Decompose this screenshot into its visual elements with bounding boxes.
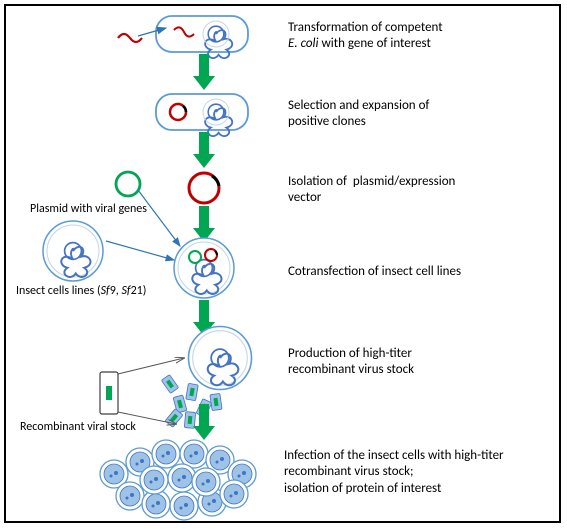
step5-label: Production of high-titer recombinant vir… (288, 346, 538, 379)
callout-insect-cell-lines: Insect cells lines (Sf9, Sf21) (16, 284, 146, 299)
callout-plasmid-viral-genes: Plasmid with viral genes (30, 202, 147, 217)
diagram-frame: Transformation of competentE. coli with … (4, 4, 561, 523)
arrow-3 (193, 206, 215, 242)
step2-label: Selection and expansion of positive clon… (288, 98, 538, 131)
arrow-2 (193, 132, 215, 168)
vial-ray-top (118, 358, 184, 374)
step6-colony (100, 440, 256, 520)
step6-label: Infection of the insect cells with high-… (284, 448, 552, 497)
step1-label: Transformation of competentE. coli with … (288, 20, 538, 53)
pointer-green-plasmid (138, 190, 180, 246)
step5-vial (100, 372, 118, 414)
step5-producer-cell (189, 327, 252, 390)
pointer-insect-cell (106, 241, 174, 260)
gene-squiggle (118, 34, 142, 42)
callout-recombinant-viral-stock: Recombinant viral stock (20, 420, 136, 435)
step4-label: Cotransfection of insect cell lines (288, 264, 548, 280)
step4-cotransfected-cell (174, 238, 234, 298)
step4-input-cell (43, 221, 103, 281)
step1-graphic (156, 16, 248, 58)
step3-plasmid-red (189, 173, 219, 203)
step3-plasmid-green (116, 172, 140, 196)
arrow-1 (193, 54, 215, 90)
step2-graphic (156, 94, 248, 136)
step3-label: Isolation of plasmid/expression vector (288, 174, 548, 207)
